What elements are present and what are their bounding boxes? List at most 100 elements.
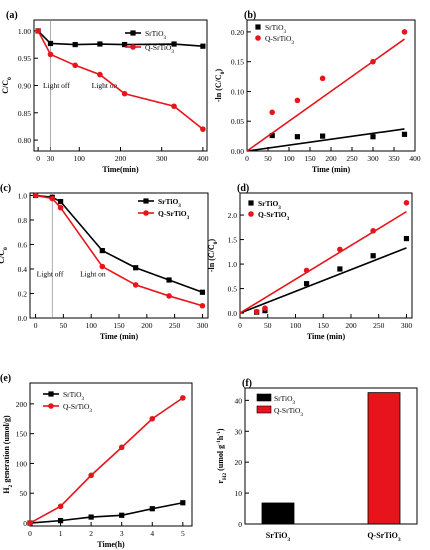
data-point (49, 195, 56, 202)
xtick-label: 400 (409, 154, 421, 163)
ytick-label: 0.95 (18, 54, 31, 63)
xtick-label: 0 (36, 154, 40, 163)
legend-marker (48, 391, 54, 397)
xtick-label: 250 (373, 321, 385, 330)
xtick-label: 100 (283, 154, 295, 163)
ytick-label: 0.85 (18, 109, 31, 118)
ytick-label: 50 (20, 489, 28, 498)
legend-marker (143, 198, 149, 204)
xtick-label: 100 (74, 154, 86, 163)
data-point (370, 253, 376, 259)
xtick-label: 200 (345, 321, 357, 330)
legend-marker (130, 44, 136, 50)
x-axis-label: Time (min) (312, 165, 351, 174)
x-axis-label: Time (min) (307, 332, 346, 341)
y-axis-label: -ln (C/C0) (207, 239, 219, 273)
xtick-label: 50 (264, 321, 272, 330)
data-point (200, 43, 206, 49)
data-point (294, 134, 300, 140)
legend-marker (143, 210, 149, 216)
legend-label: Q-SrTiO3 (258, 210, 290, 222)
data-point (294, 97, 301, 104)
xtick-label: 150 (318, 321, 330, 330)
data-point (337, 246, 343, 253)
y-axis-label: -ln (C/C0) (214, 69, 226, 103)
series-1 (35, 28, 206, 132)
legend-marker (248, 200, 254, 206)
xtick-label: 0 (34, 321, 38, 330)
xtick-label: 0 (245, 154, 249, 163)
data-point (370, 227, 376, 234)
xtick-label: 0 (238, 321, 242, 330)
legend-label: Q-SrTiO3 (145, 43, 174, 55)
y-axis-label: C/C0 (0, 247, 9, 264)
ytick-label: 0.20 (231, 28, 244, 37)
legend-label: SrTiO3 (145, 29, 167, 41)
bar-1 (367, 392, 401, 525)
ytick-label: 100 (16, 459, 28, 468)
xtick-label: 300 (197, 321, 209, 330)
plot-frame-d (239, 192, 413, 319)
data-point (171, 41, 177, 47)
ytick-label: 0.8 (18, 216, 28, 225)
data-point (253, 308, 260, 315)
data-point (303, 267, 310, 274)
legend-label: Q-SrTiO3 (274, 406, 303, 418)
ytick-label: 0.0 (18, 314, 28, 323)
data-point (118, 444, 125, 451)
ytick-label: 0 (23, 519, 27, 528)
category-label: Q-SrTiO3 (367, 531, 401, 543)
legend-swatch (256, 393, 272, 402)
legend-marker (248, 211, 254, 217)
ytick-label: 0.10 (231, 87, 244, 96)
series-1 (32, 192, 206, 309)
ytick-label: 40 (235, 396, 243, 405)
ytick-label: 0.4 (18, 265, 28, 274)
data-point (370, 58, 376, 65)
bar-0 (261, 502, 295, 525)
data-point (403, 200, 410, 206)
xtick-label: 50 (60, 321, 68, 330)
data-point (27, 520, 33, 526)
series-1 (27, 395, 186, 526)
y-axis-label: C/C0 (1, 77, 13, 94)
ytick-label: 2.0 (228, 211, 238, 220)
panel-b: (b) 0.00 0.05 0.10 0.15 0.20 -ln (C/C0) 0 50 100 1… (214, 10, 421, 174)
data-point (99, 263, 106, 270)
data-point (72, 41, 78, 48)
ytick-label: 0.0 (228, 309, 238, 318)
data-point (166, 277, 172, 283)
legend-marker (255, 35, 261, 41)
xtick-label: 300 (401, 321, 413, 330)
legend-label: SrTiO3 (63, 390, 85, 402)
legend-label: Q-SrTiO3 (158, 209, 190, 221)
data-point (171, 103, 177, 110)
ytick-label: 0.2 (18, 289, 28, 298)
series-0 (246, 128, 408, 152)
ytick-label: 1.5 (228, 236, 238, 245)
xtick-label: 1 (59, 529, 63, 538)
data-point (269, 132, 275, 139)
ytick-label: 1.0 (228, 260, 238, 269)
xtick-label: 2 (89, 529, 93, 538)
legend-marker (48, 403, 54, 409)
data-point (88, 514, 94, 520)
xtick-label: 100 (86, 321, 98, 330)
ytick-label: 10 (235, 489, 243, 498)
series-0 (35, 28, 206, 49)
ytick-label: 0.90 (18, 82, 31, 91)
ytick-label: 0.80 (18, 136, 31, 145)
xtick-label: 200 (141, 321, 153, 330)
legend-label: SrTiO3 (265, 23, 287, 35)
data-point (401, 131, 408, 137)
data-point (262, 305, 268, 311)
legend-label: Q-SrTiO3 (265, 34, 294, 46)
xtick-label: 400 (197, 154, 209, 163)
data-point (133, 265, 139, 271)
panel-c: (c) 0.0 0.2 0.4 0.6 0.8 1.0 C/C0 0 50 100 150 200 250… (0, 183, 209, 341)
xtick-label: 50 (264, 154, 272, 163)
y-axis-label: H2 generation (umol/g) (2, 415, 14, 494)
panel-label-a: (a) (6, 10, 18, 21)
data-point (319, 75, 326, 82)
